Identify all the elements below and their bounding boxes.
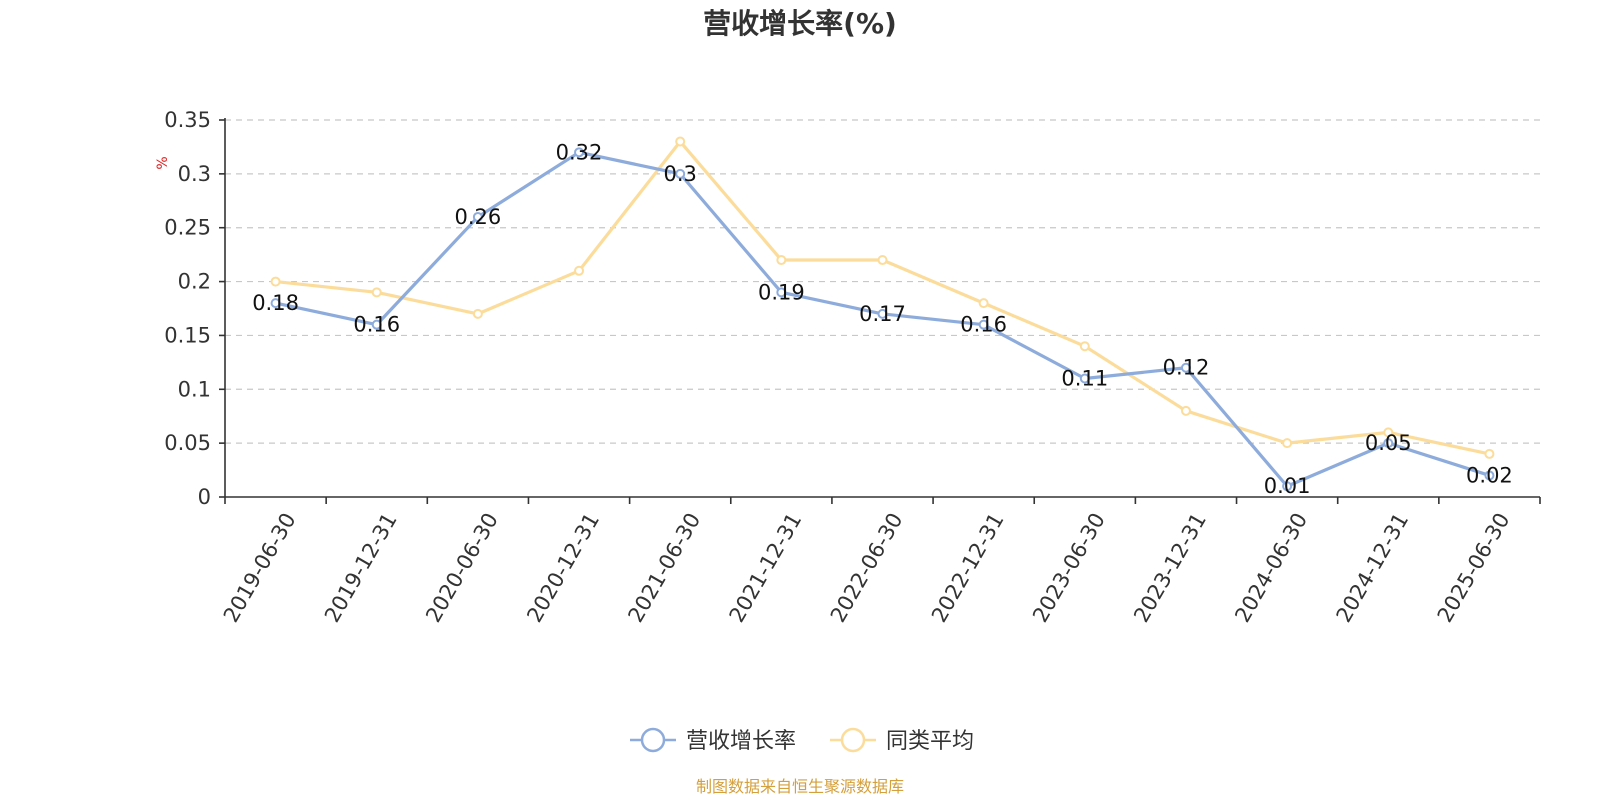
data-label: 0.11 [1061,367,1108,391]
y-tick-label: 0.25 [164,216,211,240]
data-point-series-0[interactable] [1079,373,1090,384]
x-tick-label: 2022-06-30 [826,509,908,627]
data-label: 0.18 [252,291,299,315]
data-point-series-1[interactable] [675,136,686,147]
data-point-series-0[interactable] [675,168,686,179]
source-note: 制图数据来自恒生聚源数据库 [696,777,904,796]
data-point-series-1[interactable] [1180,405,1191,416]
x-tick-label: 2021-12-31 [725,509,807,627]
axes: 0 0.05 0.1 0.15 0.2 0.25 0.3 0.35 2019-06-30 2019… [164,108,1541,627]
data-point-series-1[interactable] [877,255,888,266]
data-label: 0.17 [859,302,906,326]
data-point-series-1[interactable] [1079,341,1090,352]
data-label: 0.02 [1466,463,1513,487]
chart-title: 营收增长率(%) [703,7,897,40]
x-tick-label: 2020-06-30 [421,509,503,627]
data-label: 0.16 [960,313,1007,337]
y-tick-label: 0.3 [178,162,211,186]
data-point-series-1[interactable] [472,308,483,319]
data-point-series-0[interactable] [1180,362,1191,373]
data-point-series-0[interactable] [978,319,989,330]
data-point-series-0[interactable] [371,319,382,330]
x-tick-label: 2023-06-30 [1028,509,1110,627]
y-axis-unit-label: % [155,156,171,169]
x-tick-label: 2023-12-31 [1129,509,1211,627]
data-point-series-0[interactable] [472,211,483,222]
legend-label: 同类平均 [886,729,974,754]
legend-label: 营收增长率 [686,729,796,754]
data-point-series-1[interactable] [1383,427,1394,438]
legend-circle-marker [640,727,666,753]
data-label: 0.32 [556,140,603,164]
data-label: 0.01 [1264,474,1311,498]
data-point-series-1[interactable] [776,255,787,266]
x-tick-label: 2019-06-30 [219,509,301,627]
data-point-series-1[interactable] [978,298,989,309]
data-label: 0.3 [663,162,696,186]
x-tick-label: 2020-12-31 [522,509,604,627]
legend[interactable]: 营收增长率 同类平均 [630,727,974,754]
y-tick-label: 0.15 [164,323,211,347]
x-tick-label: 2025-06-30 [1433,509,1515,627]
data-label: 0.12 [1163,356,1210,380]
data-point-series-0[interactable] [776,287,787,298]
data-label: 0.16 [353,313,400,337]
data-point-series-0[interactable] [1383,438,1394,449]
data-label: 0.05 [1365,431,1412,455]
x-tick-label: 2019-12-31 [320,509,402,627]
legend-item-1[interactable]: 同类平均 [830,727,974,754]
y-tick-label: 0 [198,485,211,509]
data-point-series-1[interactable] [270,276,281,287]
data-point-series-0[interactable] [1484,470,1495,481]
data-point-series-0[interactable] [270,298,281,309]
data-label: 0.26 [455,205,502,229]
data-point-series-1[interactable] [1282,438,1293,449]
series-lines [270,136,1495,492]
data-point-series-0[interactable] [1282,481,1293,492]
legend-circle-marker [840,727,866,753]
data-labels: 0.18 0.16 0.26 0.32 0.3 0.19 0.17 0.16 0.11 0.12 0… [252,140,1513,498]
y-tick-label: 0.05 [164,431,211,455]
data-point-series-1[interactable] [371,287,382,298]
data-point-series-0[interactable] [877,308,888,319]
data-point-series-1[interactable] [1484,448,1495,459]
y-tick-label: 0.35 [164,108,211,132]
y-tick-label: 0.1 [178,377,211,401]
data-point-series-0[interactable] [574,147,585,158]
data-point-series-1[interactable] [574,265,585,276]
legend-item-0[interactable]: 营收增长率 [630,727,796,754]
x-tick-label: 2024-12-31 [1332,509,1414,627]
data-label: 0.19 [758,280,805,304]
x-tick-label: 2021-06-30 [623,509,705,627]
x-tick-label: 2022-12-31 [927,509,1009,627]
y-tick-label: 0.2 [178,270,211,294]
grid-lines [225,119,1540,444]
series-line-1[interactable] [275,139,1490,456]
x-tick-label: 2024-06-30 [1230,509,1312,627]
